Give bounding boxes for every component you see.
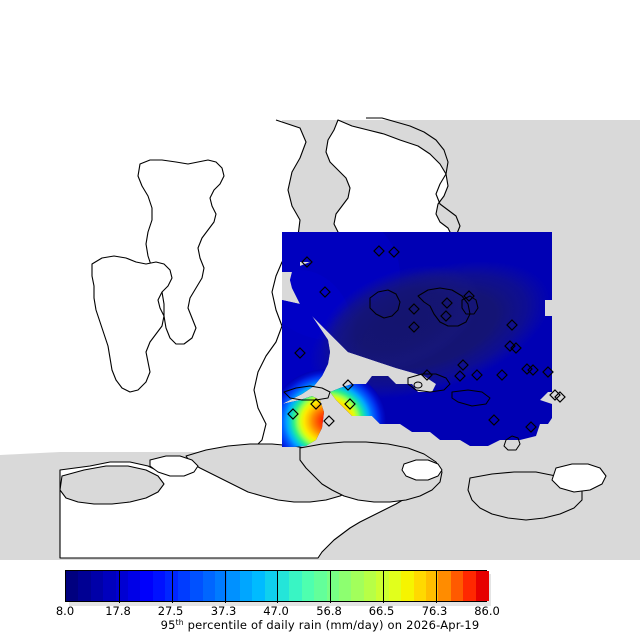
colorbar-segment [239, 571, 253, 601]
colorbar-segment [190, 571, 204, 601]
colorbar-segment [202, 571, 216, 601]
colorbar-tick-label: 17.8 [105, 604, 131, 618]
colorbar-segment [177, 571, 191, 601]
station-marker-diamond-icon [310, 398, 322, 410]
station-marker-diamond-icon [408, 321, 420, 333]
colorbar-segment [301, 571, 315, 601]
colorbar-caption: 95th percentile of daily rain (mm/day) o… [0, 618, 640, 632]
colorbar-segment [339, 571, 353, 601]
colorbar-segment [388, 571, 402, 601]
colorbar-segment [363, 571, 377, 601]
colorbar [65, 570, 491, 606]
colorbar-tick-label: 47.0 [263, 604, 289, 618]
station-marker-diamond-icon [496, 369, 508, 381]
colorbar-segment [277, 571, 290, 601]
colorbar-tick [277, 571, 278, 603]
colorbar-segment [66, 571, 79, 601]
station-marker-diamond-icon [408, 303, 420, 315]
colorbar-tick-label: 8.0 [55, 604, 75, 618]
colorbar-segment [438, 571, 452, 601]
colorbar-tick [435, 571, 437, 603]
colorbar-segment [227, 571, 241, 601]
colorbar-tick-label: 66.5 [368, 604, 395, 618]
colorbar-segment [152, 571, 166, 601]
station-marker-diamond-icon [342, 379, 354, 391]
colorbar-tick-labels: 8.0 17.8 27.5 37.3 47.0 56.8 66.5 76.3 86.0 [0, 604, 640, 618]
colorbar-segment [463, 571, 477, 601]
colorbar-tick-label: 86.0 [474, 604, 500, 618]
colorbar-segment [103, 571, 117, 601]
colorbar-segment [140, 571, 154, 601]
colorbar-segment [252, 571, 266, 601]
station-marker-diamond-icon [373, 245, 385, 257]
caption-percentile-number: 95 [160, 618, 176, 632]
colorbar-segment [326, 571, 340, 601]
map-canvas [0, 117, 640, 560]
colorbar-segment [264, 571, 278, 601]
colorbar-segment [425, 571, 439, 601]
colorbar-tick [330, 571, 332, 603]
colorbar-segment [90, 571, 104, 601]
station-marker-diamond-icon [287, 408, 299, 420]
coastline-detail-layer [59, 441, 607, 521]
colorbar-segment [289, 571, 303, 601]
station-marker-diamond-icon [471, 369, 483, 381]
colorbar-tick-label: 27.5 [157, 604, 184, 618]
colorbar-segment [413, 571, 427, 601]
station-marker-diamond-icon [510, 342, 522, 354]
station-marker-diamond-icon [294, 347, 306, 359]
colorbar-segment [128, 571, 142, 601]
colorbar-gradient [65, 570, 489, 603]
station-marker-diamond-icon [457, 359, 469, 371]
colorbar-segment [78, 571, 92, 601]
station-marker-diamond-icon [440, 310, 452, 322]
station-marker-diamond-icon [441, 297, 453, 309]
station-marker-diamond-icon [463, 290, 475, 302]
station-marker-diamond-icon [388, 246, 400, 258]
station-marker-diamond-icon [344, 398, 356, 410]
station-marker-diamond-icon [323, 415, 335, 427]
colorbar-tick [119, 571, 121, 603]
station-marker-diamond-icon [542, 366, 554, 378]
colorbar-segment [214, 571, 228, 601]
station-marker-diamond-icon [527, 364, 539, 376]
station-marker-diamond-icon [525, 421, 537, 433]
colorbar-tick-label: 76.3 [421, 604, 448, 618]
station-marker-diamond-icon [488, 414, 500, 426]
colorbar-tick-label: 56.8 [316, 604, 342, 618]
overlay-coastline-layer [283, 287, 521, 451]
station-marker-diamond-icon [504, 340, 516, 352]
colorbar-segment [450, 571, 464, 601]
colorbar-segment [351, 571, 365, 601]
station-marker-diamond-icon [454, 370, 466, 382]
colorbar-tick [224, 571, 226, 603]
station-marker-diamond-icon [301, 256, 313, 268]
colorbar-segment [475, 571, 489, 601]
station-marker-diamond-icon [506, 319, 518, 331]
colorbar-segment [115, 571, 129, 601]
station-marker-diamond-icon [554, 391, 566, 403]
colorbar-tick [171, 571, 173, 603]
station-marker-diamond-icon [319, 286, 331, 298]
colorbar-tick-label: 37.3 [210, 604, 237, 618]
colorbar-tick [382, 571, 384, 603]
station-marker-layer [287, 245, 566, 433]
station-marker-diamond-icon [421, 369, 433, 381]
colorbar-segment [314, 571, 328, 601]
colorbar-segment [401, 571, 415, 601]
caption-rest: percentile of daily rain (mm/day) on 202… [183, 618, 480, 632]
caption-percentile-suffix: th [175, 618, 184, 627]
